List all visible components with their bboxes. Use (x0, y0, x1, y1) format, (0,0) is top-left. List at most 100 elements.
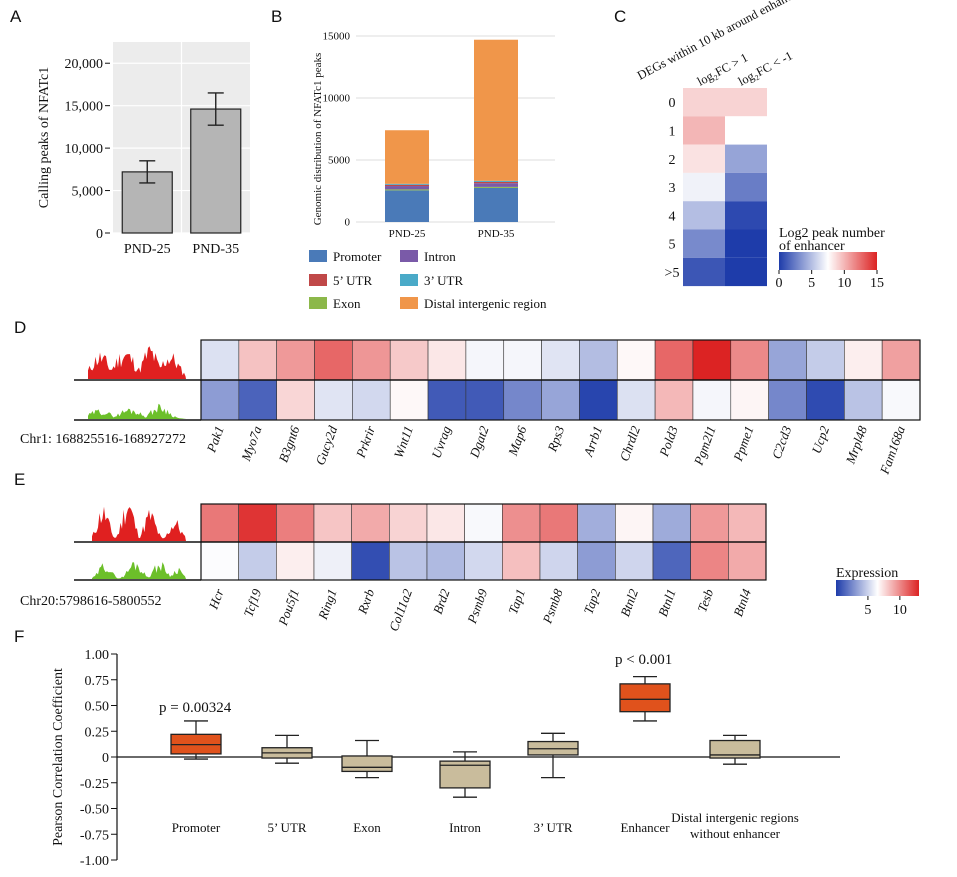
p-value-annotation: p < 0.001 (615, 652, 672, 668)
heatmap-cell (652, 541, 691, 581)
y-tick-label: 0.50 (85, 700, 110, 715)
gene-label: Pou5f1 (275, 587, 302, 628)
row-label: 4 (669, 209, 676, 224)
heatmap-cell (502, 541, 541, 581)
heatmap-cell (502, 503, 541, 543)
heatmap-cell (654, 339, 694, 381)
gene-label: Tap1 (505, 587, 528, 616)
chart-e: Hcr Tcf19 Pou5f1 Ring1 Rxrb Col11a2 Brd2 Psmb9 T… (20, 503, 767, 633)
gene-label: Gucy2d (312, 423, 340, 467)
gene-label: Col11a2 (386, 586, 415, 633)
heatmap-cell (725, 144, 767, 173)
panel-label-a: A (10, 7, 22, 26)
heatmap-cell (426, 541, 465, 581)
gene-label: Dgat2 (466, 423, 492, 460)
heatmap-cell (389, 503, 428, 543)
chart-a: 0 5,000 10,000 15,000 20,000 PND-25 PND-35 Call… (37, 42, 250, 257)
heatmap-cell (313, 541, 352, 581)
expression-legend: Expression 5 10 (836, 566, 919, 618)
gene-label: Psmb8 (539, 586, 566, 626)
signal-track (92, 562, 186, 579)
y-tick-label: 10000 (323, 93, 351, 105)
gene-label: Pgm2l1 (690, 424, 718, 468)
heatmap-cell (541, 379, 580, 421)
heatmap-cell (615, 503, 654, 543)
x-tick-label: Exon (353, 820, 381, 835)
heatmap-cell (464, 541, 503, 581)
signal-track (88, 346, 186, 379)
heatmap-cell (276, 339, 315, 381)
row-label: >5 (665, 266, 680, 281)
colorbar-tick-label: 10 (893, 603, 907, 618)
heatmap-cell (465, 339, 505, 381)
row-label: 1 (669, 124, 676, 139)
heatmap-cell (539, 541, 578, 581)
chart-b: 0 5000 10000 15000 PND-25 PND-35 Genomic distr… (309, 31, 555, 311)
heatmap-cell (238, 503, 277, 543)
heatmap-cell (238, 379, 277, 421)
y-tick-label: 0 (345, 217, 351, 229)
heatmap-cell (725, 201, 767, 230)
bar-segment (474, 39, 518, 181)
y-tick-label: 15000 (323, 31, 351, 43)
panel-label-c: C (614, 7, 626, 26)
colorbar-label: Log2 peak number (779, 226, 885, 241)
gene-label: B3gnt6 (275, 423, 302, 464)
x-tick-label: PND-35 (192, 242, 239, 257)
heatmap-cell (725, 88, 767, 117)
gene-label: Tcf19 (241, 586, 265, 618)
legend-label: 3’ UTR (424, 273, 463, 288)
bar-segment (474, 181, 518, 184)
y-tick-label: 0 (102, 751, 109, 766)
bar-segment (474, 180, 518, 182)
heatmap-cell (844, 379, 883, 421)
legend-label: Exon (333, 296, 361, 311)
y-tick-label: 0.75 (85, 674, 110, 689)
heatmap-cell (389, 339, 429, 381)
gene-label: Tap2 (580, 586, 603, 616)
gene-label: Pold3 (656, 423, 681, 459)
gene-label: Arrb1 (580, 424, 605, 459)
heatmap-cell (577, 503, 616, 543)
x-tick-label: without enhancer (690, 826, 781, 841)
colorbar-tick-label: 15 (870, 276, 884, 291)
heatmap-cell (464, 503, 503, 543)
heatmap-cell (351, 503, 390, 543)
heatmap-cell (725, 257, 767, 287)
box (619, 683, 671, 713)
bar-segment (474, 183, 518, 187)
heatmap-cell (200, 541, 239, 581)
gene-label: Btnl4 (730, 586, 754, 618)
heatmap-cell (725, 116, 767, 145)
x-tick-label: 3’ UTR (533, 820, 572, 835)
heatmap-cell (200, 339, 240, 381)
y-tick-label: 0 (96, 227, 103, 242)
y-tick-label: 0.25 (85, 725, 110, 740)
heatmap-cell (352, 339, 391, 381)
heatmap-cell (616, 379, 656, 421)
y-tick-label: -0.75 (80, 828, 109, 843)
row-label: 2 (669, 153, 676, 168)
gene-label: C2cd3 (769, 423, 795, 460)
gene-label: Ucp2 (808, 423, 832, 455)
gene-label: Rps3 (544, 423, 568, 454)
gene-label: Ppme1 (730, 424, 757, 464)
legend-swatch (309, 297, 327, 309)
y-tick-label: -0.50 (80, 803, 109, 818)
heatmap-cell (615, 541, 654, 581)
box (709, 739, 761, 759)
heatmap-cell (690, 541, 729, 581)
colorbar-tick-label: 10 (837, 276, 851, 291)
heatmap-cell (503, 379, 542, 421)
gene-label: Fam168a (876, 423, 908, 476)
bar-segment (474, 186, 518, 188)
heatmap-cell (683, 172, 725, 202)
gene-label: Map6 (505, 423, 530, 458)
legend-label: 5’ UTR (333, 273, 372, 288)
gene-label: Brd2 (430, 586, 453, 616)
colorbar-tick-label: 5 (864, 603, 871, 618)
heatmap-cell (427, 339, 467, 381)
heatmap-cell (725, 229, 767, 258)
